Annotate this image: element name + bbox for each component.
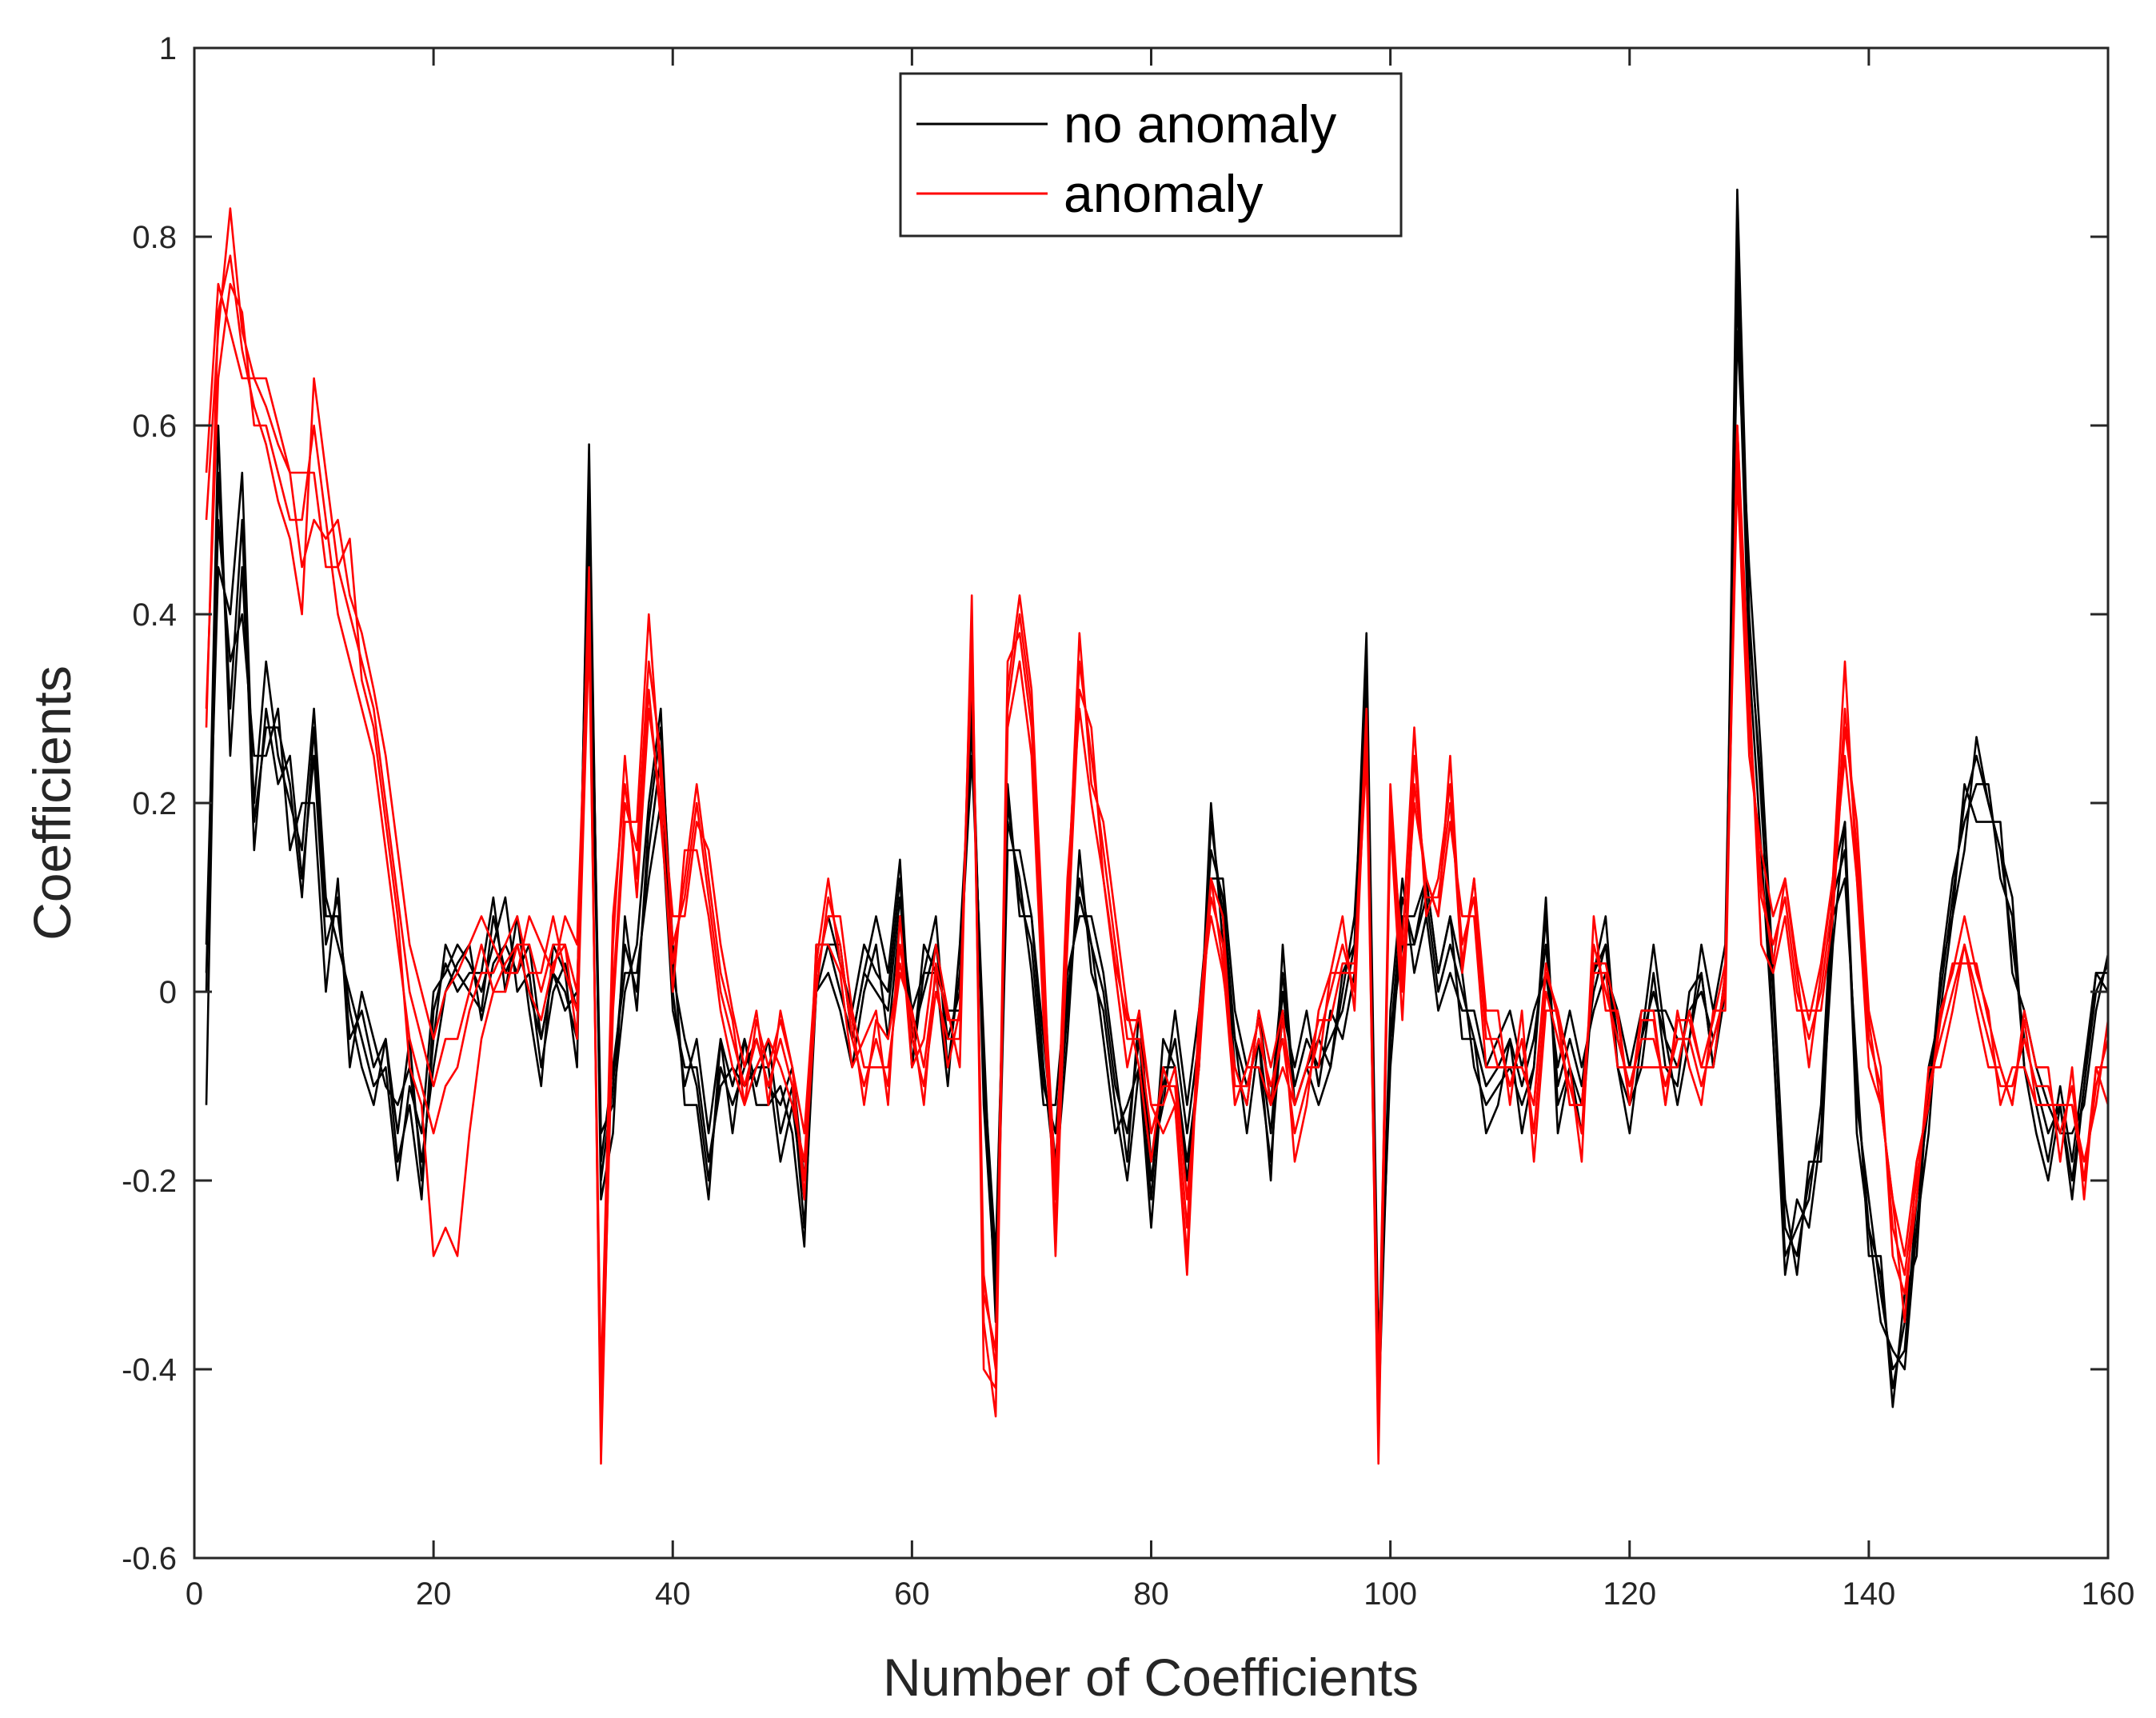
y-tick-label--0.4: -0.4 [122, 1352, 177, 1388]
x-tick-label-0: 0 [186, 1576, 203, 1612]
x-tick-label-60: 60 [894, 1576, 930, 1612]
legend-box [899, 72, 1403, 238]
x-tick-label-80: 80 [1133, 1576, 1169, 1612]
y-tick-label-0.4: 0.4 [132, 597, 177, 633]
y-tick-label-1: 1 [159, 31, 177, 66]
x-tick-label-120: 120 [1603, 1576, 1656, 1612]
legend-label-anomaly: anomaly [1064, 164, 1263, 223]
x-tick-label-140: 140 [1843, 1576, 1896, 1612]
y-tick-label-0.8: 0.8 [132, 220, 177, 255]
x-tick-label-20: 20 [416, 1576, 452, 1612]
y-tick-label-0: 0 [159, 975, 177, 1010]
x-tick-label-160: 160 [2082, 1576, 2135, 1612]
y-tick-label-0.2: 0.2 [132, 786, 177, 821]
series-layer [205, 188, 2110, 1465]
x-tick-label-100: 100 [1363, 1576, 1417, 1612]
legend-label-no-anomaly: no anomaly [1064, 94, 1336, 154]
x-tick-label-40: 40 [655, 1576, 691, 1612]
series-anomaly-line-8 [205, 254, 2110, 1389]
y-tick-label--0.6: -0.6 [122, 1541, 177, 1576]
legend: no anomaly anomaly [899, 72, 1403, 238]
y-tick-label-0.6: 0.6 [132, 409, 177, 444]
series-anomaly-line-7 [205, 282, 2108, 1446]
axis-layer: 0 20 40 60 80 100 120 140 160 -0.6 -0.4 -0.2 0 0.2 0.4… [122, 31, 2134, 1612]
x-axis-title: Number of Coefficients [883, 1648, 1419, 1707]
y-tick-label--0.2: -0.2 [122, 1164, 177, 1199]
y-axis-title: Coefficients [22, 665, 82, 941]
